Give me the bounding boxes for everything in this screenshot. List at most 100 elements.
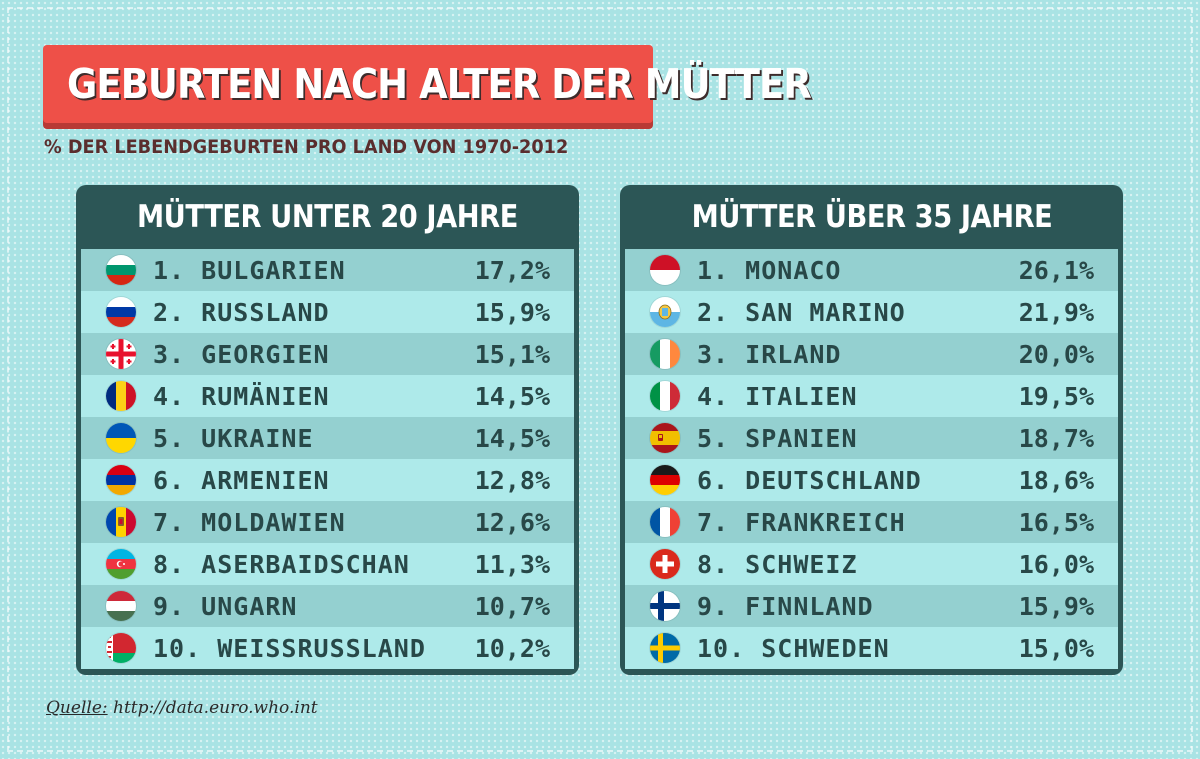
country-label: 2. SAN MARINO (697, 298, 1019, 327)
percentage-value: 26,1% (1018, 255, 1094, 285)
percentage-value: 17,2% (474, 255, 550, 285)
percentage-value: 12,6% (474, 507, 550, 537)
country-label: 5. UKRAINE (153, 424, 475, 453)
country-label: 3. IRLAND (697, 340, 1019, 369)
rank-number: 7. (153, 507, 186, 537)
percentage-value: 10,7% (474, 591, 550, 621)
table-row: 8. SCHWEIZ 16,0% (625, 543, 1118, 585)
germany-flag-icon (650, 465, 680, 495)
table-row: 2. RUSSLAND 15,9% (81, 291, 574, 333)
country-name: SCHWEIZ (745, 549, 858, 579)
country-name: IRLAND (745, 339, 842, 369)
country-name: SCHWEDEN (761, 633, 890, 663)
san-marino-flag-icon (650, 297, 680, 327)
monaco-flag-icon (650, 255, 680, 285)
table-under-20: MÜTTER UNTER 20 JAHRE 1. BULGARIEN 17,2% 2… (76, 185, 579, 675)
rank-number: 3. (697, 339, 730, 369)
rank-number: 5. (153, 423, 186, 453)
percentage-value: 18,6% (1018, 465, 1094, 495)
hungary-flag-icon (106, 591, 136, 621)
finland-flag-icon (650, 591, 680, 621)
country-name: WEISSRUSSLAND (217, 633, 426, 663)
country-label: 4. ITALIEN (697, 382, 1019, 411)
country-name: ARMENIEN (201, 465, 330, 495)
country-label: 2. RUSSLAND (153, 298, 475, 327)
percentage-value: 20,0% (1018, 339, 1094, 369)
ukraine-flag-icon (106, 423, 136, 453)
country-name: UKRAINE (201, 423, 314, 453)
page-title: GEBURTEN NACH ALTER DER MÜTTER (67, 60, 812, 108)
percentage-value: 16,5% (1018, 507, 1094, 537)
percentage-value: 18,7% (1018, 423, 1094, 453)
country-label: 3. GEORGIEN (153, 340, 475, 369)
percentage-value: 15,0% (1018, 633, 1094, 663)
switzerland-flag-icon (650, 549, 680, 579)
percentage-value: 19,5% (1018, 381, 1094, 411)
table-row: 4. ITALIEN 19,5% (625, 375, 1118, 417)
country-name: FRANKREICH (745, 507, 906, 537)
table-row: 10. WEISSRUSSLAND 10,2% (81, 627, 574, 669)
country-label: 1. MONACO (697, 256, 1019, 285)
sweden-flag-icon (650, 633, 680, 663)
country-label: 10. WEISSRUSSLAND (153, 634, 475, 663)
country-name: DEUTSCHLAND (745, 465, 922, 495)
country-label: 1. BULGARIEN (153, 256, 475, 285)
percentage-value: 21,9% (1018, 297, 1094, 327)
rank-number: 4. (153, 381, 186, 411)
percentage-value: 15,9% (1018, 591, 1094, 621)
table-row: 5. UKRAINE 14,5% (81, 417, 574, 459)
rank-number: 10. (153, 633, 202, 663)
table-row: 10. SCHWEDEN 15,0% (625, 627, 1118, 669)
armenia-flag-icon (106, 465, 136, 495)
rank-number: 1. (697, 255, 730, 285)
table-row: 7. MOLDAWIEN 12,6% (81, 501, 574, 543)
source-url[interactable]: http://data.euro.who.int (113, 698, 318, 718)
percentage-value: 11,3% (474, 549, 550, 579)
rank-number: 6. (697, 465, 730, 495)
table-under-20-title: MÜTTER UNTER 20 JAHRE (137, 199, 518, 235)
percentage-value: 14,5% (474, 423, 550, 453)
table-row: 4. RUMÄNIEN 14,5% (81, 375, 574, 417)
percentage-value: 12,8% (474, 465, 550, 495)
rank-number: 5. (697, 423, 730, 453)
table-row: 6. DEUTSCHLAND 18,6% (625, 459, 1118, 501)
country-label: 9. FINNLAND (697, 592, 1019, 621)
percentage-value: 15,1% (474, 339, 550, 369)
table-row: 5. SPANIEN 18,7% (625, 417, 1118, 459)
azerbaijan-flag-icon (106, 549, 136, 579)
rank-number: 1. (153, 255, 186, 285)
ireland-flag-icon (650, 339, 680, 369)
rank-number: 7. (697, 507, 730, 537)
bulgaria-flag-icon (106, 255, 136, 285)
country-name: SPANIEN (745, 423, 858, 453)
country-name: FINNLAND (745, 591, 874, 621)
country-label: 6. DEUTSCHLAND (697, 466, 1019, 495)
table-row: 1. BULGARIEN 17,2% (81, 249, 574, 291)
percentage-value: 14,5% (474, 381, 550, 411)
country-name: MOLDAWIEN (201, 507, 346, 537)
table-over-35-rows: 1. MONACO 26,1% 2. SAN MARINO 21,9% 3. IRLAN… (625, 249, 1118, 669)
country-label: 7. FRANKREICH (697, 508, 1019, 537)
rank-number: 10. (697, 633, 746, 663)
percentage-value: 10,2% (474, 633, 550, 663)
country-label: 8. SCHWEIZ (697, 550, 1019, 579)
country-name: RUMÄNIEN (201, 381, 330, 411)
rank-number: 3. (153, 339, 186, 369)
table-row: 9. UNGARN 10,7% (81, 585, 574, 627)
table-under-20-header: MÜTTER UNTER 20 JAHRE (81, 185, 574, 249)
rank-number: 9. (153, 591, 186, 621)
country-label: 8. ASERBAIDSCHAN (153, 550, 475, 579)
country-name: ITALIEN (745, 381, 858, 411)
country-label: 10. SCHWEDEN (697, 634, 1019, 663)
table-over-35-header: MÜTTER ÜBER 35 JAHRE (625, 185, 1118, 249)
country-name: RUSSLAND (201, 297, 330, 327)
georgia-flag-icon (106, 339, 136, 369)
country-label: 6. ARMENIEN (153, 466, 475, 495)
country-name: UNGARN (201, 591, 298, 621)
moldova-flag-icon (106, 507, 136, 537)
rank-number: 4. (697, 381, 730, 411)
source-note: Quelle: http://data.euro.who.int (46, 698, 318, 718)
romania-flag-icon (106, 381, 136, 411)
russia-flag-icon (106, 297, 136, 327)
rank-number: 8. (697, 549, 730, 579)
